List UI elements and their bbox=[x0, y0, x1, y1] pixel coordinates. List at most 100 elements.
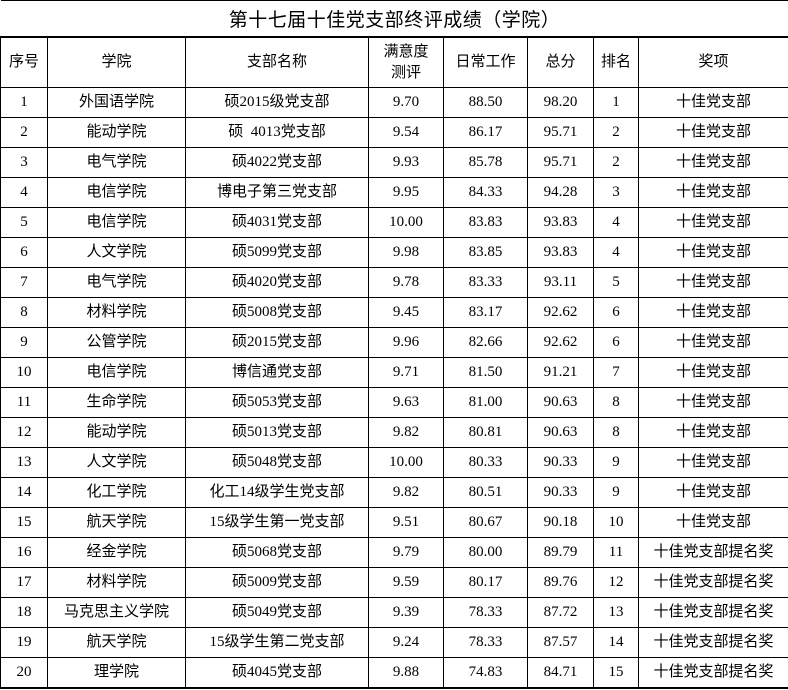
cell-branch: 博信通党支部 bbox=[185, 357, 369, 388]
cell-award: 十佳党支部 bbox=[637, 327, 788, 358]
cell-daily-work: 80.81 bbox=[443, 417, 528, 448]
cell-no: 18 bbox=[0, 597, 48, 628]
cell-rank: 10 bbox=[593, 507, 639, 538]
table-row: 11 生命学院 硕5053党支部 9.63 81.00 90.63 8 十佳党支部 bbox=[0, 387, 788, 418]
cell-branch: 硕5099党支部 bbox=[185, 237, 369, 268]
cell-rank: 3 bbox=[593, 177, 639, 208]
table-head: 第十七届十佳党支部终评成绩（学院） 序号 学院 支部名称 满意度 测评 日常工作… bbox=[0, 0, 788, 88]
cell-no: 17 bbox=[0, 567, 48, 598]
cell-no: 8 bbox=[0, 297, 48, 328]
table-row: 5 电信学院 硕4031党支部 10.00 83.83 93.83 4 十佳党支部 bbox=[0, 207, 788, 238]
cell-rank: 9 bbox=[593, 447, 639, 478]
cell-rank: 11 bbox=[593, 537, 639, 568]
cell-award: 十佳党支部 bbox=[637, 207, 788, 238]
cell-satisfaction: 9.51 bbox=[368, 507, 444, 538]
cell-college: 电信学院 bbox=[47, 357, 186, 388]
cell-branch: 博电子第三党支部 bbox=[185, 177, 369, 208]
cell-daily-work: 83.17 bbox=[443, 297, 528, 328]
cell-satisfaction: 9.93 bbox=[368, 147, 444, 178]
table-row: 18 马克思主义学院 硕5049党支部 9.39 78.33 87.72 13 十佳党支部提名… bbox=[0, 597, 788, 628]
cell-college: 电信学院 bbox=[47, 177, 186, 208]
cell-daily-work: 84.33 bbox=[443, 177, 528, 208]
cell-branch: 硕 4013党支部 bbox=[185, 117, 369, 148]
cell-total: 87.57 bbox=[527, 627, 594, 658]
column-header-rank: 排名 bbox=[593, 36, 639, 88]
column-header-award: 奖项 bbox=[637, 36, 788, 88]
cell-award: 十佳党支部 bbox=[637, 297, 788, 328]
cell-satisfaction: 9.82 bbox=[368, 477, 444, 508]
table-row: 15 航天学院 15级学生第一党支部 9.51 80.67 90.18 10 十佳党支部 bbox=[0, 507, 788, 538]
cell-college: 马克思主义学院 bbox=[47, 597, 186, 628]
cell-rank: 8 bbox=[593, 417, 639, 448]
table-row: 6 人文学院 硕5099党支部 9.98 83.85 93.83 4 十佳党支部 bbox=[0, 237, 788, 268]
cell-award: 十佳党支部提名奖 bbox=[637, 627, 788, 658]
cell-branch: 硕4020党支部 bbox=[185, 267, 369, 298]
cell-branch: 15级学生第二党支部 bbox=[185, 627, 369, 658]
cell-total: 87.72 bbox=[527, 597, 594, 628]
cell-total: 91.21 bbox=[527, 357, 594, 388]
cell-award: 十佳党支部 bbox=[637, 237, 788, 268]
table-row: 20 理学院 硕4045党支部 9.88 74.83 84.71 15 十佳党支部提名奖 bbox=[0, 657, 788, 689]
cell-rank: 12 bbox=[593, 567, 639, 598]
cell-daily-work: 80.67 bbox=[443, 507, 528, 538]
cell-no: 11 bbox=[0, 387, 48, 418]
cell-satisfaction: 9.78 bbox=[368, 267, 444, 298]
cell-award: 十佳党支部 bbox=[637, 447, 788, 478]
cell-award: 十佳党支部 bbox=[637, 267, 788, 298]
column-header-satisfaction: 满意度 测评 bbox=[368, 36, 444, 88]
cell-no: 2 bbox=[0, 117, 48, 148]
cell-satisfaction: 9.63 bbox=[368, 387, 444, 418]
cell-total: 90.63 bbox=[527, 387, 594, 418]
cell-daily-work: 83.33 bbox=[443, 267, 528, 298]
cell-college: 电气学院 bbox=[47, 267, 186, 298]
cell-college: 生命学院 bbox=[47, 387, 186, 418]
cell-total: 90.18 bbox=[527, 507, 594, 538]
cell-total: 93.83 bbox=[527, 207, 594, 238]
cell-college: 材料学院 bbox=[47, 567, 186, 598]
cell-branch: 硕2015级党支部 bbox=[185, 87, 369, 118]
table-row: 10 电信学院 博信通党支部 9.71 81.50 91.21 7 十佳党支部 bbox=[0, 357, 788, 388]
cell-no: 14 bbox=[0, 477, 48, 508]
cell-satisfaction: 10.00 bbox=[368, 447, 444, 478]
cell-college: 能动学院 bbox=[47, 417, 186, 448]
cell-college: 公管学院 bbox=[47, 327, 186, 358]
cell-college: 外国语学院 bbox=[47, 87, 186, 118]
cell-no: 19 bbox=[0, 627, 48, 658]
cell-satisfaction: 9.82 bbox=[368, 417, 444, 448]
cell-branch: 硕5013党支部 bbox=[185, 417, 369, 448]
cell-college: 经金学院 bbox=[47, 537, 186, 568]
table-row: 19 航天学院 15级学生第二党支部 9.24 78.33 87.57 14 十佳党支部提名奖 bbox=[0, 627, 788, 658]
cell-satisfaction: 9.39 bbox=[368, 597, 444, 628]
cell-daily-work: 80.51 bbox=[443, 477, 528, 508]
cell-satisfaction: 9.96 bbox=[368, 327, 444, 358]
cell-satisfaction: 9.45 bbox=[368, 297, 444, 328]
cell-branch: 硕4031党支部 bbox=[185, 207, 369, 238]
cell-branch: 硕5048党支部 bbox=[185, 447, 369, 478]
cell-college: 电信学院 bbox=[47, 207, 186, 238]
cell-college: 电气学院 bbox=[47, 147, 186, 178]
cell-rank: 7 bbox=[593, 357, 639, 388]
cell-rank: 6 bbox=[593, 297, 639, 328]
cell-award: 十佳党支部 bbox=[637, 117, 788, 148]
table-row: 16 经金学院 硕5068党支部 9.79 80.00 89.79 11 十佳党支部提名奖 bbox=[0, 537, 788, 568]
cell-college: 航天学院 bbox=[47, 507, 186, 538]
table-row: 17 材料学院 硕5009党支部 9.59 80.17 89.76 12 十佳党支部提名奖 bbox=[0, 567, 788, 598]
table-row: 13 人文学院 硕5048党支部 10.00 80.33 90.33 9 十佳党支部 bbox=[0, 447, 788, 478]
table-row: 4 电信学院 博电子第三党支部 9.95 84.33 94.28 3 十佳党支部 bbox=[0, 177, 788, 208]
cell-satisfaction: 9.24 bbox=[368, 627, 444, 658]
table-row: 12 能动学院 硕5013党支部 9.82 80.81 90.63 8 十佳党支部 bbox=[0, 417, 788, 448]
cell-rank: 14 bbox=[593, 627, 639, 658]
cell-award: 十佳党支部 bbox=[637, 387, 788, 418]
column-header-daily-work: 日常工作 bbox=[443, 36, 528, 88]
cell-rank: 4 bbox=[593, 237, 639, 268]
cell-award: 十佳党支部 bbox=[637, 477, 788, 508]
cell-daily-work: 85.78 bbox=[443, 147, 528, 178]
cell-no: 15 bbox=[0, 507, 48, 538]
cell-branch: 硕5008党支部 bbox=[185, 297, 369, 328]
cell-daily-work: 82.66 bbox=[443, 327, 528, 358]
cell-no: 16 bbox=[0, 537, 48, 568]
cell-branch: 15级学生第一党支部 bbox=[185, 507, 369, 538]
cell-branch: 硕4022党支部 bbox=[185, 147, 369, 178]
table-row: 3 电气学院 硕4022党支部 9.93 85.78 95.71 2 十佳党支部 bbox=[0, 147, 788, 178]
